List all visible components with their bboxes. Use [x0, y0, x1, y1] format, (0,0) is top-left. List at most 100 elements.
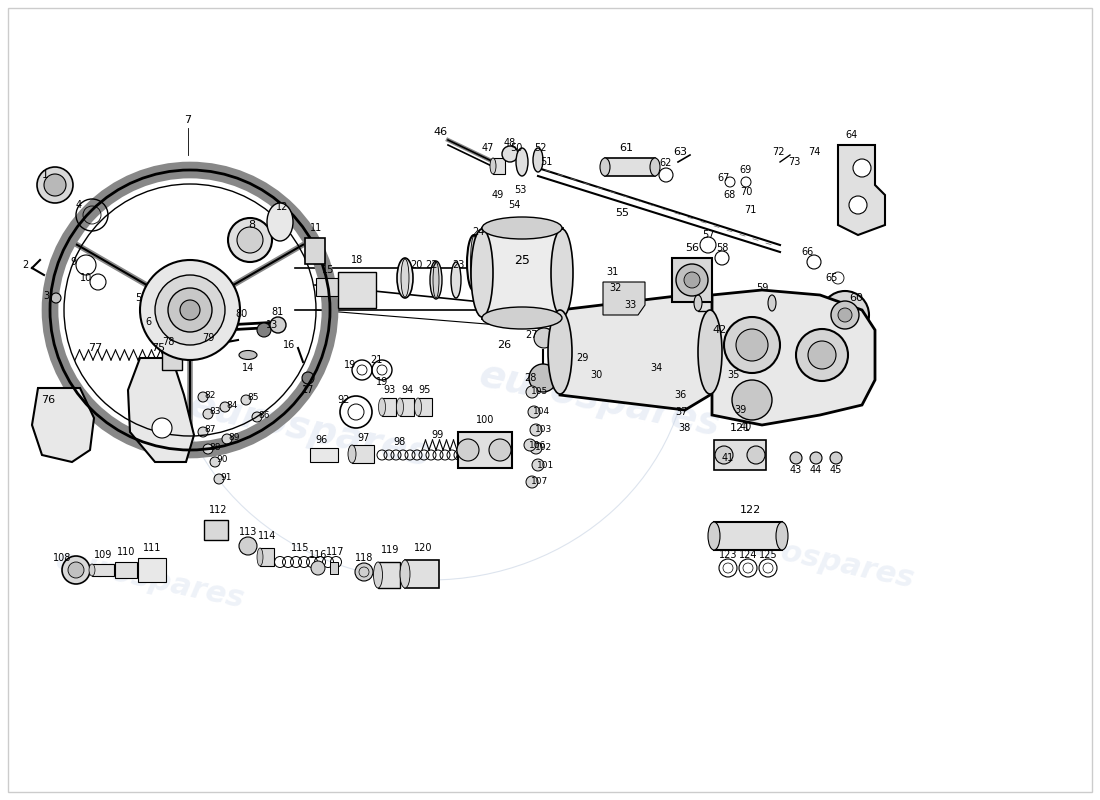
Bar — [338, 272, 376, 308]
Text: 83: 83 — [209, 407, 221, 417]
Circle shape — [830, 301, 859, 329]
Circle shape — [355, 563, 373, 581]
Circle shape — [204, 444, 213, 454]
Bar — [458, 432, 512, 468]
Bar — [672, 258, 712, 302]
Circle shape — [790, 452, 802, 464]
Ellipse shape — [374, 562, 383, 588]
Bar — [714, 440, 766, 470]
Ellipse shape — [257, 548, 263, 566]
Text: 67: 67 — [718, 173, 730, 183]
Ellipse shape — [482, 217, 562, 239]
Text: eurospares: eurospares — [476, 356, 724, 444]
Ellipse shape — [430, 261, 442, 299]
Text: eurospares: eurospares — [53, 546, 248, 614]
Bar — [405, 560, 439, 588]
Bar — [330, 562, 338, 574]
Bar — [260, 548, 274, 566]
Text: 14: 14 — [242, 363, 254, 373]
Bar — [316, 278, 338, 296]
Bar — [352, 445, 374, 463]
Circle shape — [62, 556, 90, 584]
Text: 112: 112 — [209, 505, 228, 515]
Text: 8: 8 — [249, 220, 255, 230]
Circle shape — [311, 561, 324, 575]
Circle shape — [220, 402, 230, 412]
Circle shape — [724, 317, 780, 373]
Text: 60: 60 — [849, 293, 864, 303]
Circle shape — [849, 196, 867, 214]
Circle shape — [490, 439, 512, 461]
Text: 28: 28 — [524, 373, 536, 383]
Circle shape — [736, 329, 768, 361]
Text: 66: 66 — [802, 247, 814, 257]
Text: 82: 82 — [205, 390, 216, 399]
Text: 114: 114 — [257, 531, 276, 541]
Text: 4: 4 — [76, 200, 82, 210]
Circle shape — [530, 424, 542, 436]
Text: 42: 42 — [713, 325, 727, 335]
Bar — [310, 448, 338, 462]
Text: 35: 35 — [728, 370, 740, 380]
Ellipse shape — [516, 148, 528, 176]
Circle shape — [68, 562, 84, 578]
Text: 69: 69 — [739, 165, 751, 175]
Text: 7: 7 — [185, 115, 191, 125]
Text: 33: 33 — [624, 300, 636, 310]
Text: 84: 84 — [227, 401, 238, 410]
Circle shape — [37, 167, 73, 203]
Text: 118: 118 — [355, 553, 373, 563]
Text: 81: 81 — [272, 307, 284, 317]
Text: 105: 105 — [531, 387, 549, 397]
Text: 107: 107 — [531, 478, 549, 486]
Text: 99: 99 — [432, 430, 444, 440]
Text: 24: 24 — [472, 227, 484, 237]
Text: 71: 71 — [744, 205, 756, 215]
Circle shape — [155, 275, 226, 345]
Text: 104: 104 — [534, 407, 551, 417]
Text: 36: 36 — [674, 390, 686, 400]
Polygon shape — [128, 358, 194, 462]
Text: 18: 18 — [351, 255, 363, 265]
Text: 103: 103 — [536, 426, 552, 434]
Bar — [418, 398, 432, 416]
Text: 122: 122 — [739, 505, 760, 515]
Text: 90: 90 — [217, 455, 228, 465]
Bar — [92, 564, 114, 576]
Ellipse shape — [482, 307, 562, 329]
Text: 91: 91 — [220, 473, 232, 482]
Text: 11: 11 — [310, 223, 322, 233]
Text: eurospares: eurospares — [186, 386, 434, 474]
Text: 87: 87 — [205, 426, 216, 434]
Text: 50: 50 — [509, 143, 522, 153]
Text: 51: 51 — [540, 157, 552, 167]
Text: 98: 98 — [394, 437, 406, 447]
Text: 101: 101 — [538, 461, 554, 470]
Text: 117: 117 — [326, 547, 344, 557]
Ellipse shape — [768, 295, 776, 311]
Circle shape — [830, 452, 842, 464]
Circle shape — [44, 174, 66, 196]
Polygon shape — [32, 388, 94, 462]
Circle shape — [257, 323, 271, 337]
Circle shape — [534, 328, 554, 348]
Bar — [382, 398, 396, 416]
Text: 10: 10 — [80, 273, 92, 283]
Circle shape — [810, 452, 822, 464]
Text: 77: 77 — [88, 343, 102, 353]
Text: 16: 16 — [283, 340, 295, 350]
Bar — [138, 558, 166, 582]
Ellipse shape — [490, 158, 496, 174]
Circle shape — [198, 427, 208, 437]
Ellipse shape — [267, 203, 293, 241]
Text: 119: 119 — [381, 545, 399, 555]
Circle shape — [168, 288, 212, 332]
Circle shape — [532, 459, 544, 471]
Ellipse shape — [415, 398, 421, 416]
Text: 125: 125 — [759, 550, 778, 560]
Circle shape — [676, 264, 708, 296]
Bar — [400, 398, 414, 416]
Text: 41: 41 — [722, 453, 734, 463]
Circle shape — [529, 364, 557, 392]
Circle shape — [684, 272, 700, 288]
